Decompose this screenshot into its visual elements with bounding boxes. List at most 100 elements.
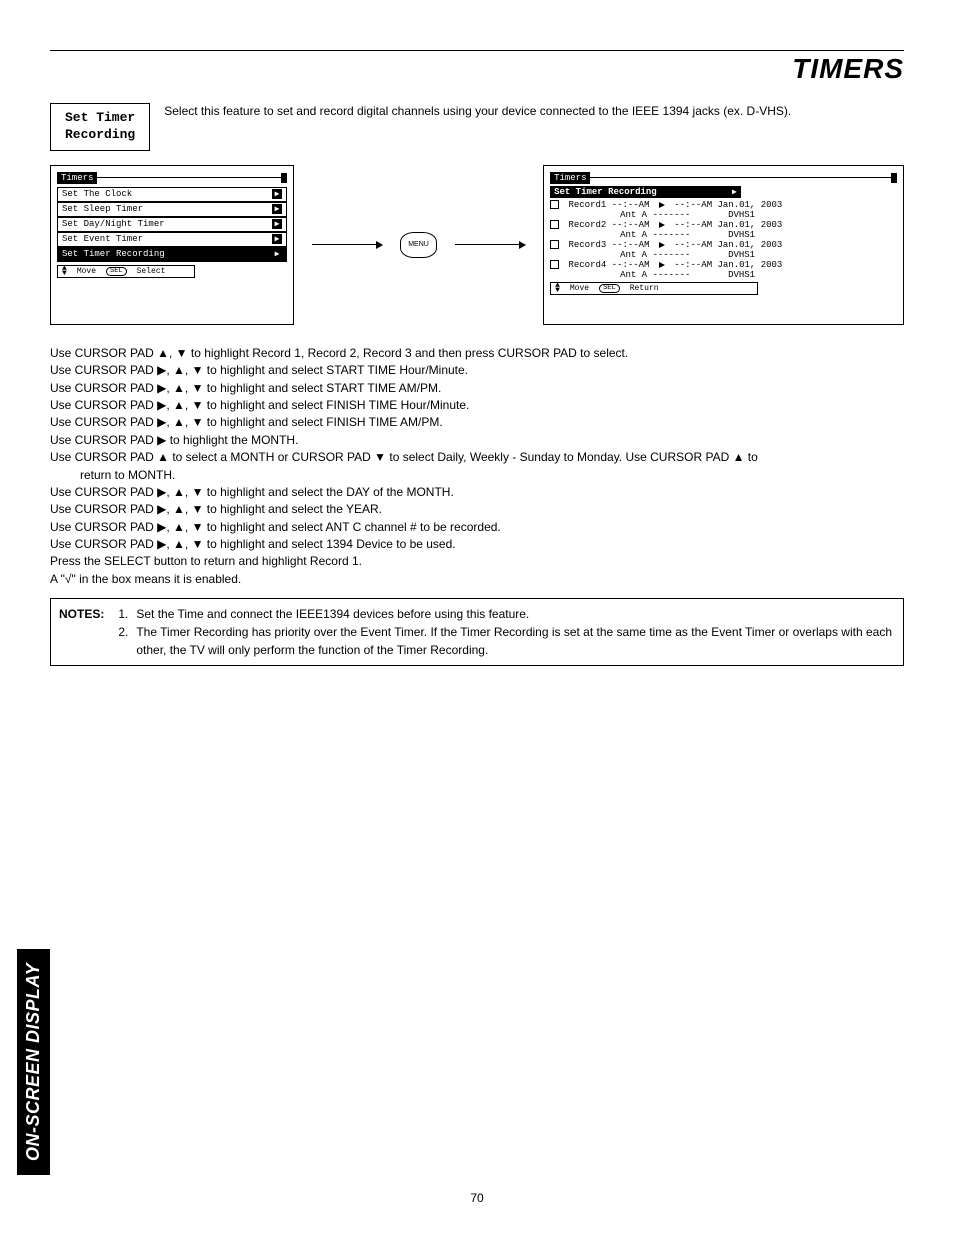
menu-item-label: Set The Clock xyxy=(62,189,132,199)
left-menu-title-row: Timers xyxy=(57,172,287,184)
instruction-line: Use CURSOR PAD ▶, ▲, ▼ to highlight and … xyxy=(50,414,904,431)
note-text: Set the Time and connect the IEEE1394 de… xyxy=(136,605,895,623)
menu-item-label: Set Sleep Timer xyxy=(62,204,143,214)
record-row[interactable]: Record4 --:--AM --:--AM Jan.01, 2003 xyxy=(550,260,897,270)
footer-move: Move xyxy=(570,284,589,293)
checkbox-icon xyxy=(550,240,559,249)
checkbox-icon xyxy=(550,220,559,229)
screens-row: Timers Set The Clock▶Set Sleep Timer▶Set… xyxy=(50,165,904,325)
menu-item-label: Set Day/Night Timer xyxy=(62,219,165,229)
side-tab: ON-SCREEN DISPLAY xyxy=(17,949,50,1175)
arrow-icon xyxy=(455,244,525,245)
instructions: Use CURSOR PAD ▲, ▼ to highlight Record … xyxy=(50,345,904,588)
arrow-icon xyxy=(659,262,665,268)
feature-box-line2: Recording xyxy=(65,127,135,144)
record-subrow: Ant A ------- DVHS1 xyxy=(550,250,897,260)
feature-box: Set Timer Recording xyxy=(50,103,150,151)
intro-row: Set Timer Recording Select this feature … xyxy=(50,103,904,151)
updown-icon: ▲▼ xyxy=(555,284,560,294)
header-rule xyxy=(50,50,904,51)
instruction-line: Use CURSOR PAD ▲ to select a MONTH or CU… xyxy=(50,449,904,466)
record-text2: --:--AM Jan.01, 2003 xyxy=(669,220,782,230)
instruction-line: Use CURSOR PAD ▶, ▲, ▼ to highlight and … xyxy=(50,397,904,414)
instruction-line: Press the SELECT button to return and hi… xyxy=(50,553,904,570)
record-text2: --:--AM Jan.01, 2003 xyxy=(669,200,782,210)
menu-line xyxy=(590,177,891,178)
notes-list: 1. Set the Time and connect the IEEE1394 … xyxy=(114,605,895,659)
page-title: TIMERS xyxy=(50,53,904,85)
instruction-line: Use CURSOR PAD ▶, ▲, ▼ to highlight and … xyxy=(50,536,904,553)
record-row[interactable]: Record3 --:--AM --:--AM Jan.01, 2003 xyxy=(550,240,897,250)
arrow-icon xyxy=(659,222,665,228)
select-icon: SEL xyxy=(106,267,127,276)
page-number: 70 xyxy=(0,1191,954,1205)
menu-item-label: Set Event Timer xyxy=(62,234,143,244)
footer-return: Return xyxy=(630,284,659,293)
notes-label: NOTES: xyxy=(59,605,104,659)
note-number: 1. xyxy=(114,605,128,623)
menu-item[interactable]: Set Sleep Timer ▶ xyxy=(57,202,287,217)
left-menu-screen: Timers Set The Clock▶Set Sleep Timer▶Set… xyxy=(50,165,294,325)
checkbox-icon xyxy=(550,200,559,209)
arrow-right-segment xyxy=(455,244,525,245)
right-subtitle-row: Set Timer Recording ▶ xyxy=(550,186,897,198)
menu-end xyxy=(281,173,287,183)
record-subrow: Ant A ------- DVHS1 xyxy=(550,270,897,280)
right-record-screen: Timers Set Timer Recording ▶ Record1 --:… xyxy=(543,165,904,325)
record-row[interactable]: Record2 --:--AM --:--AM Jan.01, 2003 xyxy=(550,220,897,230)
record-subrow: Ant A ------- DVHS1 xyxy=(550,210,897,220)
note-row: 1. Set the Time and connect the IEEE1394 … xyxy=(114,605,895,623)
instruction-line: Use CURSOR PAD ▶, ▲, ▼ to highlight and … xyxy=(50,484,904,501)
menu-item[interactable]: Set Day/Night Timer ▶ xyxy=(57,217,287,232)
footer-select: Select xyxy=(137,267,166,276)
record-text: Record1 --:--AM xyxy=(563,200,655,210)
footer-move: Move xyxy=(77,267,96,276)
chevron-right-icon: ▶ xyxy=(272,234,282,244)
chevron-right-icon: ▶ xyxy=(272,249,282,259)
right-subtitle: Set Timer Recording ▶ xyxy=(550,186,741,198)
instruction-line: Use CURSOR PAD ▶, ▲, ▼ to highlight and … xyxy=(50,362,904,379)
feature-box-line1: Set Timer xyxy=(65,110,135,127)
right-menu-title: Timers xyxy=(550,172,590,184)
menu-item[interactable]: Set The Clock ▶ xyxy=(57,187,287,202)
updown-icon: ▲▼ xyxy=(62,267,67,277)
chevron-right-icon: ▶ xyxy=(272,189,282,199)
record-subrow: Ant A ------- DVHS1 xyxy=(550,230,897,240)
record-text: Record4 --:--AM xyxy=(563,260,655,270)
instruction-line: Use CURSOR PAD ▶, ▲, ▼ to highlight and … xyxy=(50,501,904,518)
record-text2: --:--AM Jan.01, 2003 xyxy=(669,240,782,250)
notes-box: NOTES: 1. Set the Time and connect the IE… xyxy=(50,598,904,666)
menu-line xyxy=(97,177,281,178)
note-text: The Timer Recording has priority over th… xyxy=(136,623,895,659)
menu-item[interactable]: Set Timer Recording ▶ xyxy=(57,247,287,262)
chevron-right-icon: ▶ xyxy=(272,219,282,229)
right-title-row: Timers xyxy=(550,172,897,184)
instruction-line: Use CURSOR PAD ▶ to highlight the MONTH. xyxy=(50,432,904,449)
instruction-line: return to MONTH. xyxy=(50,467,904,484)
note-number: 2. xyxy=(114,623,128,659)
record-text: Record3 --:--AM xyxy=(563,240,655,250)
menu-button[interactable]: MENU xyxy=(400,232,437,258)
arrow-icon xyxy=(312,244,382,245)
record-text: Record2 --:--AM xyxy=(563,220,655,230)
instruction-line: A "√" in the box means it is enabled. xyxy=(50,571,904,588)
checkbox-icon xyxy=(550,260,559,269)
intro-text: Select this feature to set and record di… xyxy=(164,103,904,151)
right-subtitle-text: Set Timer Recording xyxy=(554,187,657,197)
arrow-icon xyxy=(659,202,665,208)
right-menu-footer: ▲▼ Move SEL Return xyxy=(550,282,758,296)
left-menu-title: Timers xyxy=(57,172,97,184)
arrow-icon xyxy=(659,242,665,248)
chevron-right-icon: ▶ xyxy=(732,187,737,197)
record-text2: --:--AM Jan.01, 2003 xyxy=(669,260,782,270)
menu-item[interactable]: Set Event Timer ▶ xyxy=(57,232,287,247)
select-icon: SEL xyxy=(599,284,620,293)
note-row: 2.The Timer Recording has priority over … xyxy=(114,623,895,659)
record-row[interactable]: Record1 --:--AM --:--AM Jan.01, 2003 xyxy=(550,200,897,210)
menu-end xyxy=(891,173,897,183)
chevron-right-icon: ▶ xyxy=(272,204,282,214)
left-menu-footer: ▲▼ Move SEL Select xyxy=(57,265,195,279)
menu-item-label: Set Timer Recording xyxy=(62,249,165,259)
instruction-line: Use CURSOR PAD ▲, ▼ to highlight Record … xyxy=(50,345,904,362)
arrow-left-segment xyxy=(312,244,382,245)
